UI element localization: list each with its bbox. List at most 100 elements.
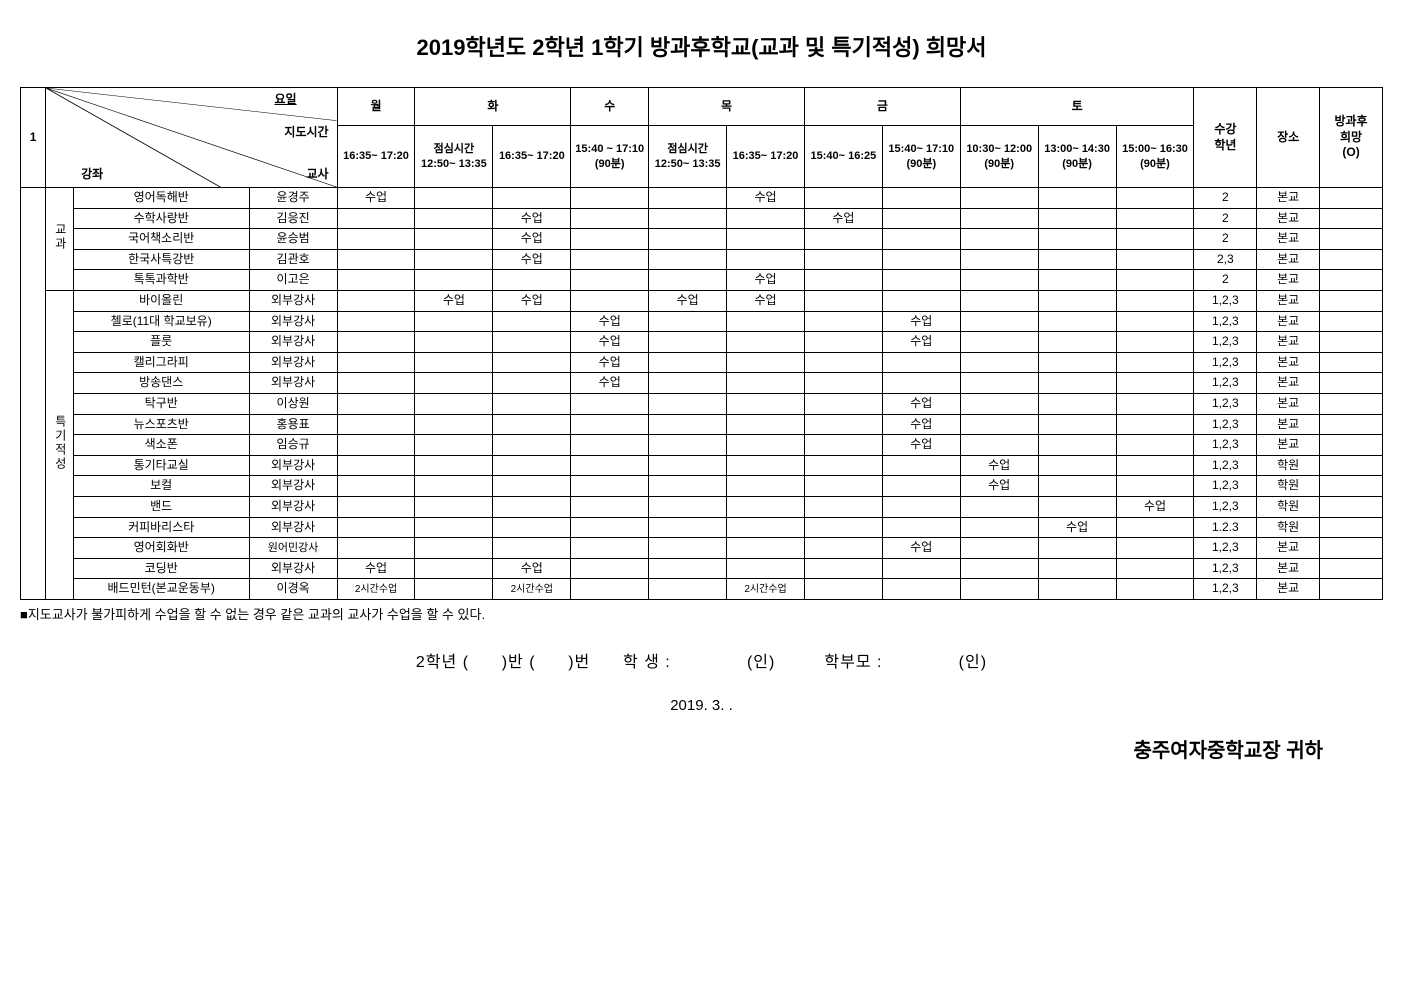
schedule-cell	[649, 229, 727, 250]
grade-cell: 1,2,3	[1194, 393, 1257, 414]
sig-seal1: (인)	[747, 654, 775, 671]
wish-cell[interactable]	[1320, 435, 1383, 456]
wish-cell[interactable]	[1320, 311, 1383, 332]
schedule-cell	[337, 373, 415, 394]
table-row: 방송댄스외부강사수업1,2,3본교	[21, 373, 1383, 394]
course-name: 첼로(11대 학교보유)	[73, 311, 249, 332]
schedule-cell	[1038, 373, 1116, 394]
schedule-cell	[960, 188, 1038, 209]
table-row: 탁구반이상원수업1,2,3본교	[21, 393, 1383, 414]
schedule-cell	[493, 188, 571, 209]
wish-cell[interactable]	[1320, 558, 1383, 579]
wish-cell[interactable]	[1320, 538, 1383, 559]
schedule-cell: 수업	[415, 290, 493, 311]
schedule-cell	[415, 517, 493, 538]
schedule-cell	[727, 414, 805, 435]
schedule-cell	[649, 188, 727, 209]
place-cell: 본교	[1257, 414, 1320, 435]
wish-cell[interactable]	[1320, 229, 1383, 250]
schedule-cell	[649, 393, 727, 414]
schedule-cell	[649, 476, 727, 497]
schedule-cell	[1116, 414, 1194, 435]
schedule-cell	[649, 517, 727, 538]
schedule-cell: 수업	[493, 558, 571, 579]
wish-cell[interactable]	[1320, 579, 1383, 600]
sig-class: )반 (	[502, 654, 536, 671]
schedule-cell	[1116, 188, 1194, 209]
category-talent: 특기적성	[46, 290, 74, 599]
schedule-cell	[804, 476, 882, 497]
schedule-cell	[804, 188, 882, 209]
schedule-cell	[727, 496, 805, 517]
schedule-cell	[415, 311, 493, 332]
wish-cell[interactable]	[1320, 414, 1383, 435]
wish-cell[interactable]	[1320, 455, 1383, 476]
teacher-name: 외부강사	[249, 496, 337, 517]
schedule-cell	[727, 249, 805, 270]
wish-cell[interactable]	[1320, 332, 1383, 353]
schedule-cell	[1038, 414, 1116, 435]
grade-cell: 1,2,3	[1194, 435, 1257, 456]
schedule-cell	[882, 229, 960, 250]
teacher-name: 윤경주	[249, 188, 337, 209]
wish-cell[interactable]	[1320, 352, 1383, 373]
schedule-cell	[571, 476, 649, 497]
grade-cell: 1,2,3	[1194, 579, 1257, 600]
wish-cell[interactable]	[1320, 290, 1383, 311]
header-wed: 수	[571, 88, 649, 126]
place-cell: 본교	[1257, 270, 1320, 291]
schedule-cell	[882, 208, 960, 229]
schedule-cell	[804, 579, 882, 600]
wish-cell[interactable]	[1320, 249, 1383, 270]
schedule-cell	[882, 476, 960, 497]
wish-cell[interactable]	[1320, 517, 1383, 538]
schedule-cell	[337, 208, 415, 229]
grade-cell: 1,2,3	[1194, 476, 1257, 497]
schedule-cell	[571, 249, 649, 270]
wish-cell[interactable]	[1320, 188, 1383, 209]
schedule-cell: 2시간수업	[337, 579, 415, 600]
schedule-cell	[571, 435, 649, 456]
table-row: 교과영어독해반윤경주수업수업2본교	[21, 188, 1383, 209]
table-row: 색소폰임승규수업1,2,3본교	[21, 435, 1383, 456]
schedule-cell: 수업	[337, 188, 415, 209]
schedule-cell	[1116, 558, 1194, 579]
header-diagonal: 요일 지도시간 강좌 교사	[46, 88, 337, 188]
schedule-cell	[337, 455, 415, 476]
schedule-cell: 수업	[882, 538, 960, 559]
schedule-cell	[571, 290, 649, 311]
schedule-cell	[1116, 332, 1194, 353]
sig-grade: 2학년 (	[416, 654, 469, 671]
schedule-cell	[493, 517, 571, 538]
header-grade: 수강학년	[1194, 88, 1257, 188]
schedule-cell	[727, 455, 805, 476]
schedule-cell	[804, 311, 882, 332]
table-row: 국어책소리반윤승범수업2본교	[21, 229, 1383, 250]
grade-cell: 1,2,3	[1194, 414, 1257, 435]
course-name: 색소폰	[73, 435, 249, 456]
grade-cell: 1,2,3	[1194, 496, 1257, 517]
schedule-cell	[1038, 579, 1116, 600]
course-name: 밴드	[73, 496, 249, 517]
header-thu: 목	[649, 88, 805, 126]
wish-cell[interactable]	[1320, 496, 1383, 517]
schedule-cell	[649, 208, 727, 229]
wish-cell[interactable]	[1320, 270, 1383, 291]
schedule-cell	[337, 229, 415, 250]
wish-cell[interactable]	[1320, 208, 1383, 229]
wish-cell[interactable]	[1320, 476, 1383, 497]
grade-cell: 1,2,3	[1194, 352, 1257, 373]
schedule-cell	[493, 414, 571, 435]
wish-cell[interactable]	[1320, 373, 1383, 394]
place-cell: 본교	[1257, 332, 1320, 353]
teacher-name: 외부강사	[249, 352, 337, 373]
schedule-cell: 수업	[493, 249, 571, 270]
schedule-cell	[960, 579, 1038, 600]
schedule-cell	[649, 311, 727, 332]
place-cell: 본교	[1257, 435, 1320, 456]
wish-cell[interactable]	[1320, 393, 1383, 414]
schedule-cell	[1038, 290, 1116, 311]
course-name: 뉴스포츠반	[73, 414, 249, 435]
schedule-cell: 수업	[804, 208, 882, 229]
grade-cell: 1,2,3	[1194, 455, 1257, 476]
